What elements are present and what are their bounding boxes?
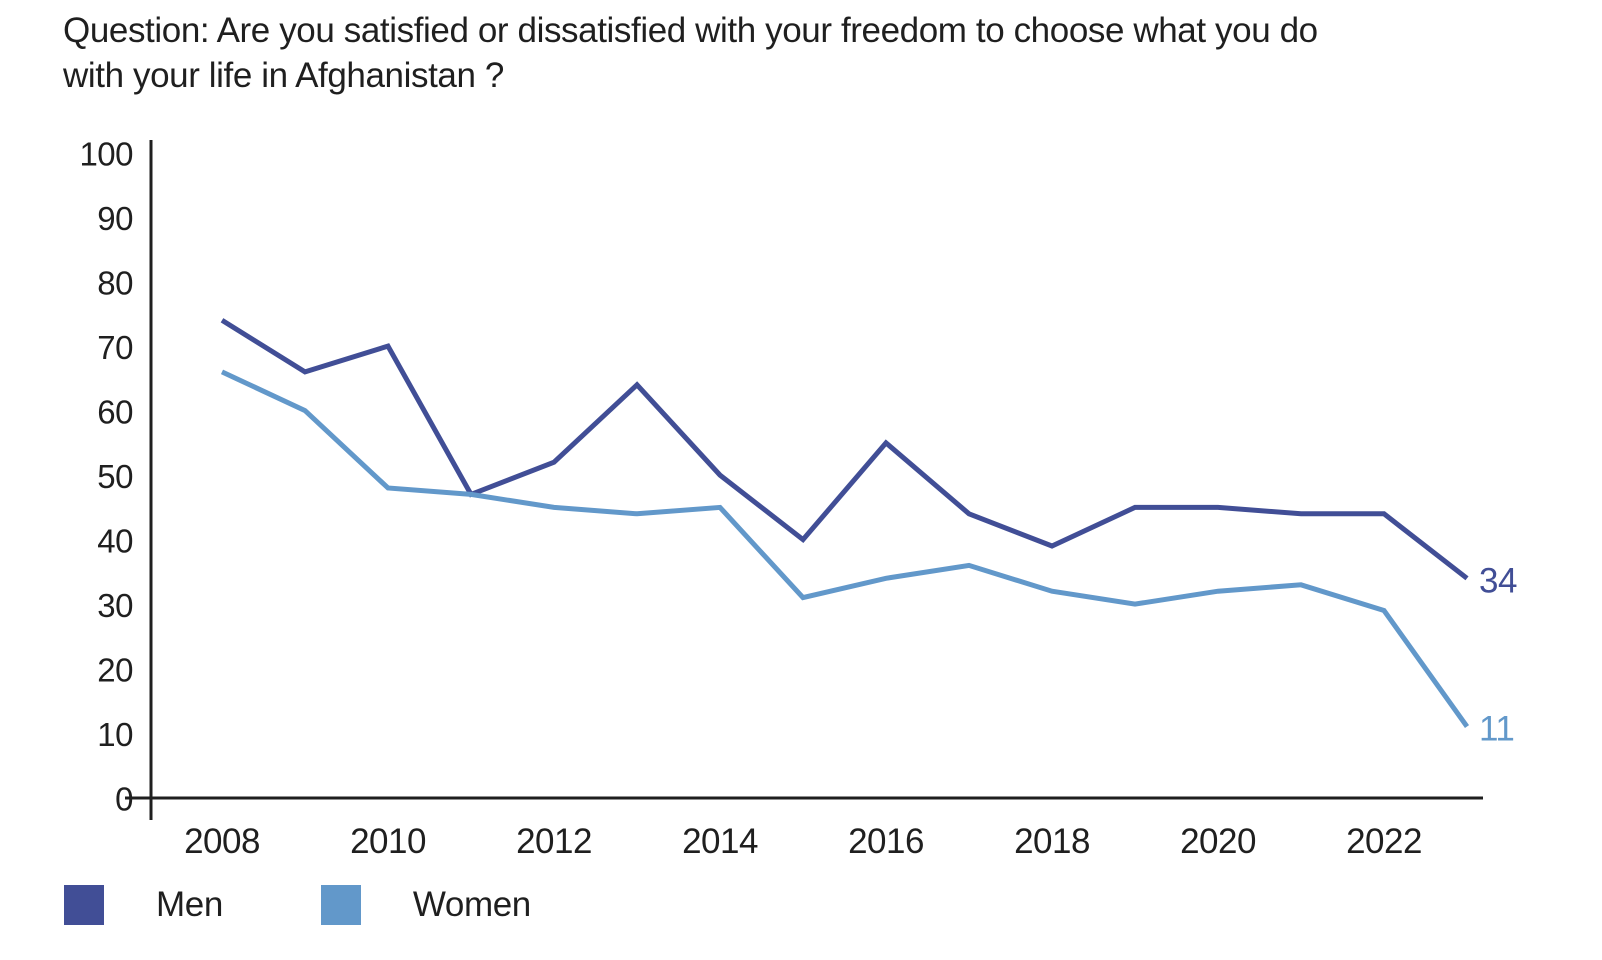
y-tick-label: 60: [97, 394, 133, 431]
x-tick-label: 2020: [1180, 822, 1256, 861]
men-color-swatch: [64, 885, 104, 925]
y-tick-label: 30: [97, 587, 133, 624]
y-tick-label: 80: [97, 265, 133, 302]
x-tick-label: 2010: [350, 822, 426, 861]
x-tick-label: 2008: [184, 822, 260, 861]
y-tick-label: 10: [97, 716, 133, 753]
x-tick-label: 2022: [1346, 822, 1422, 861]
y-tick-label: 20: [97, 652, 133, 689]
legend-item-women: Women: [320, 885, 531, 925]
end-label-women: 11: [1479, 710, 1514, 749]
y-tick-label: 0: [115, 781, 133, 818]
chart-legend: Men Women: [64, 885, 531, 925]
x-tick-label: 2016: [848, 822, 924, 861]
legend-label-men: Men: [156, 885, 223, 924]
y-tick-label: 90: [97, 200, 133, 237]
x-tick-label: 2018: [1014, 822, 1090, 861]
series-line-men: [220, 318, 1469, 581]
legend-item-men: Men: [64, 885, 223, 925]
y-tick-label: 70: [97, 329, 133, 366]
chart-title-line2: with your life in Afghanistan ?: [63, 56, 504, 95]
end-label-men: 34: [1479, 561, 1517, 600]
chart-title: Question: Are you satisfied or dissatisf…: [63, 8, 1543, 98]
chart-title-line1: Question: Are you satisfied or dissatisf…: [63, 11, 1318, 50]
x-tick-label: 2012: [516, 822, 592, 861]
series-line-women: [220, 369, 1470, 729]
women-color-swatch: [320, 885, 361, 925]
x-tick-label: 2014: [682, 822, 758, 861]
y-tick-label: 40: [97, 523, 133, 560]
legend-label-women: Women: [412, 885, 531, 924]
y-tick-label: 100: [79, 136, 133, 173]
y-tick-label: 50: [97, 458, 133, 495]
